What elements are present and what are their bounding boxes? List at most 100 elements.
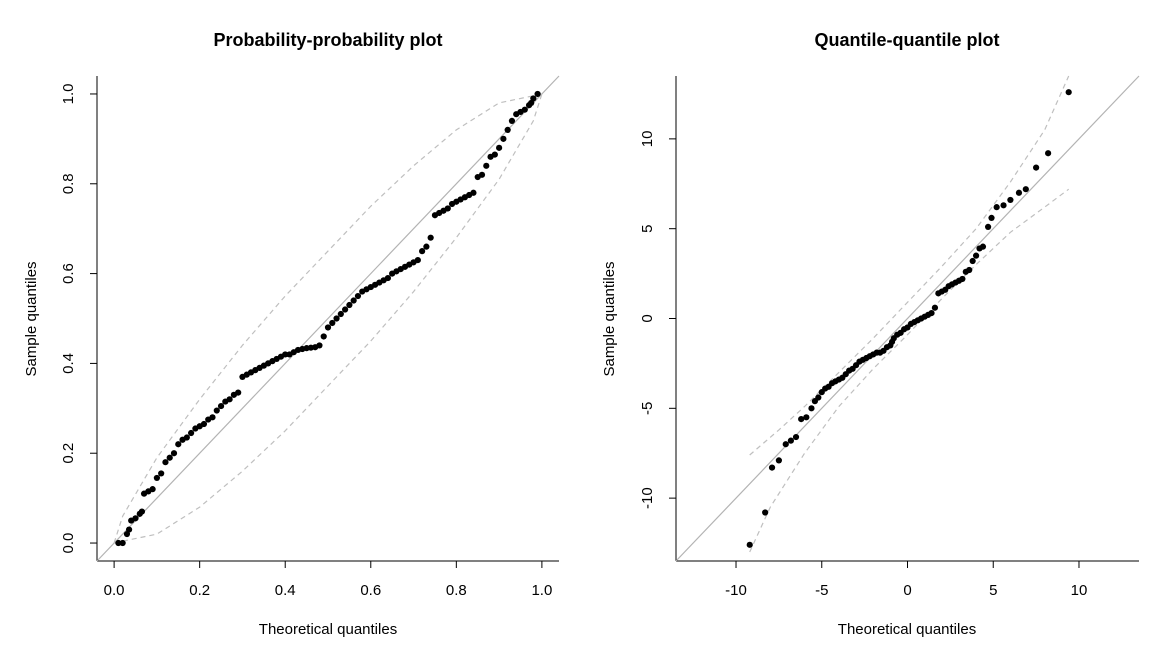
pp-data-point	[483, 162, 490, 169]
qq-reference-line	[675, 75, 1140, 562]
pp-data-point	[534, 90, 541, 98]
qq-data-point	[803, 414, 810, 421]
pp-data-point	[444, 205, 451, 212]
qq-data-point	[979, 243, 987, 250]
pp-data-point	[530, 95, 537, 102]
qq-x-tick-label: -5	[815, 582, 828, 599]
pp-data-point	[235, 389, 242, 396]
qq-x-tick-label: 5	[989, 582, 997, 599]
qq-data-point	[966, 266, 973, 274]
pp-data-point	[170, 450, 178, 457]
qq-data-point	[972, 252, 980, 259]
qq-data-point	[815, 394, 822, 401]
pp-data-point	[183, 434, 190, 441]
pp-data-point	[470, 189, 477, 196]
qq-y-tick-label: 5	[639, 225, 656, 233]
pp-data-point	[115, 539, 122, 547]
qq-data-point	[808, 405, 815, 412]
qq-data-point	[928, 310, 935, 317]
pp-x-ticks: 0.0 0.2 0.4 0.6 0.8 1.0	[104, 561, 552, 599]
pp-x-tick-label: 1.0	[531, 582, 552, 599]
pp-data-point	[414, 257, 421, 264]
pp-data-point	[478, 171, 486, 178]
qq-data-point	[931, 304, 939, 311]
pp-data-point	[200, 420, 208, 428]
qq-plot-panel: Quantile-quantile plot -10 -5 0 5 10 -10 -5 0 5…	[601, 30, 1140, 638]
pp-x-tick-label: 0.6	[360, 582, 381, 599]
pp-data-point	[282, 351, 289, 358]
pp-y-ticks: 0.0 0.2 0.4 0.6 0.8 1.0	[60, 84, 97, 554]
qq-y-tick-label: -10	[639, 487, 656, 509]
pp-data-point	[496, 144, 503, 151]
qq-x-tick-label: 0	[903, 582, 911, 599]
pp-y-axis-label: Sample quantiles	[23, 261, 40, 376]
pp-data-point	[500, 135, 507, 142]
pp-data-point	[333, 315, 340, 322]
pp-envelope-upper	[113, 93, 543, 544]
qq-data-point	[993, 204, 1000, 211]
pp-y-tick-label: 0.4	[60, 353, 77, 374]
qq-data-point	[746, 541, 753, 548]
qq-data-point	[1007, 196, 1014, 204]
pp-data-point	[226, 396, 233, 403]
qq-data-point	[787, 437, 794, 444]
pp-data-point	[125, 526, 133, 533]
qq-envelope-lower	[749, 188, 1070, 553]
pp-data-point	[324, 324, 332, 331]
pp-data-point	[504, 126, 511, 133]
qq-data-point	[988, 214, 995, 222]
pp-data-point	[337, 310, 344, 318]
pp-y-tick-label: 0.2	[60, 443, 77, 464]
pp-x-tick-label: 0.2	[189, 582, 210, 599]
pp-data-point	[166, 454, 173, 461]
pp-data-point	[132, 515, 139, 522]
pp-data-point	[320, 333, 327, 340]
pp-y-tick-label: 0.8	[60, 173, 77, 194]
qq-y-ticks: -10 -5 0 5 10	[639, 131, 676, 509]
pp-data-point	[423, 243, 430, 250]
qq-data-point	[775, 457, 782, 464]
pp-plot-panel: Probability-probability plot 0.0 0.2 0.4 0.…	[23, 30, 560, 638]
qq-x-tick-label: -10	[725, 582, 747, 599]
pp-reference-line	[96, 75, 560, 562]
qq-data-point	[969, 257, 976, 265]
pp-data-point	[213, 407, 220, 414]
qq-data-point	[1015, 189, 1023, 196]
qq-y-tick-label: 10	[639, 131, 656, 148]
pp-y-tick-label: 0.0	[60, 533, 77, 554]
pp-data-point	[175, 441, 182, 448]
qq-x-tick-label: 10	[1071, 582, 1088, 599]
pp-data-point	[508, 117, 516, 125]
pp-data-point	[149, 486, 156, 493]
pp-data-point	[491, 151, 498, 158]
qq-data-point	[1065, 89, 1072, 96]
qq-data-point	[1022, 186, 1029, 193]
pp-data-point	[119, 539, 126, 547]
pp-data-point	[350, 297, 357, 304]
pp-data-point	[209, 414, 216, 421]
qq-points	[746, 89, 1072, 548]
pp-data-point	[521, 106, 528, 113]
pp-data-point	[427, 234, 434, 241]
qq-data-point	[959, 275, 966, 283]
pp-plot-title: Probability-probability plot	[214, 30, 443, 50]
qq-data-point	[1000, 202, 1007, 209]
pp-x-tick-label: 0.0	[104, 582, 125, 599]
qq-data-point	[792, 433, 800, 441]
qq-x-ticks: -10 -5 0 5 10	[725, 561, 1087, 599]
pp-data-point	[153, 474, 160, 482]
qq-y-tick-label: 0	[639, 314, 656, 322]
qq-y-tick-label: -5	[639, 402, 656, 415]
pp-y-tick-label: 0.6	[60, 263, 77, 284]
pp-x-tick-label: 0.8	[446, 582, 467, 599]
pp-x-tick-label: 0.4	[275, 582, 296, 599]
qq-y-axis-label: Sample quantiles	[601, 261, 618, 376]
pp-x-axis-label: Theoretical quantiles	[259, 621, 397, 638]
qq-data-point	[1033, 164, 1040, 171]
qq-x-axis-label: Theoretical quantiles	[838, 621, 976, 638]
pp-data-point	[316, 342, 323, 349]
pp-data-point	[329, 319, 336, 327]
qq-data-point	[798, 415, 805, 423]
pp-data-point	[346, 301, 353, 309]
